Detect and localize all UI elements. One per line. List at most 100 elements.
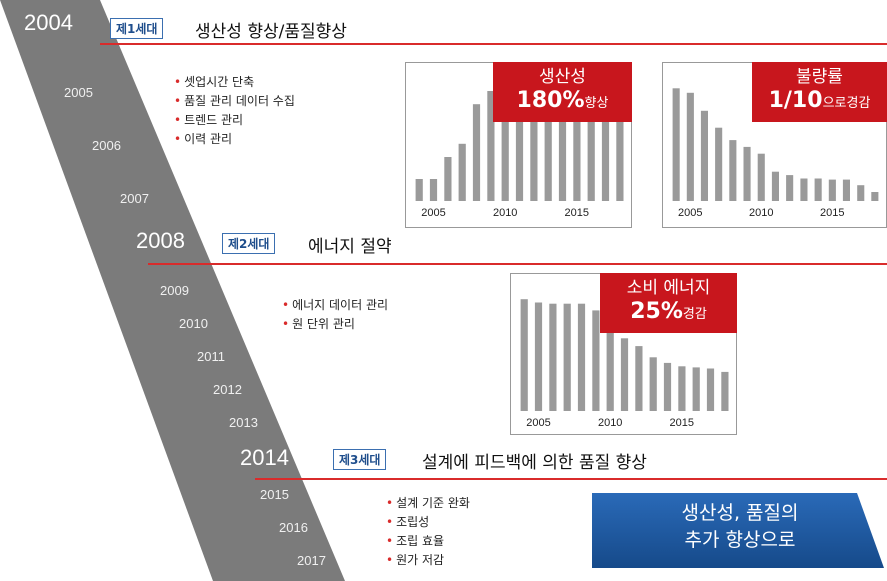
- gen3-badge: 제3세대: [333, 449, 387, 470]
- bar-2009: [743, 146, 751, 201]
- bar-2014: [663, 362, 672, 411]
- year-2007: 2007: [120, 191, 149, 206]
- year-2009: 2009: [160, 283, 189, 298]
- year-2015: 2015: [260, 487, 289, 502]
- bar-2012: [786, 175, 794, 201]
- result-banner: [592, 493, 884, 568]
- x-tick-label: 2005: [678, 207, 702, 219]
- bar-2006: [700, 110, 708, 201]
- bar-2013: [649, 357, 657, 411]
- list-item: 조립 효율: [386, 532, 470, 551]
- bar-2008: [729, 140, 737, 201]
- gen1-divider: [100, 43, 887, 45]
- bar-2006: [444, 157, 452, 201]
- bar-2005: [534, 302, 543, 411]
- bar-2014: [558, 91, 567, 201]
- gen3-divider: [255, 478, 887, 480]
- defect-rate-chart-plot: 2005 2010 2015: [672, 88, 879, 219]
- defect-callout-label: 불량률: [796, 67, 843, 87]
- bar-2016: [587, 91, 595, 201]
- productivity-callout-label: 생산성: [539, 67, 586, 87]
- bar-2008: [472, 104, 481, 201]
- bar-2010: [606, 321, 614, 411]
- bar-2011: [771, 171, 779, 201]
- productivity-callout-value: 180%: [516, 88, 585, 113]
- bar-2018: [721, 371, 729, 411]
- list-item: 원가 저감: [386, 551, 470, 570]
- bar-2009: [487, 91, 495, 201]
- result-banner-text: 생산성, 품질의 추가 향상으로: [620, 500, 860, 554]
- bar-2017: [601, 91, 610, 201]
- bar-2005: [429, 179, 438, 201]
- energy-chart-plot: 2005 2010 2015: [520, 299, 729, 429]
- list-item: 설계 기준 완화: [386, 494, 470, 513]
- gen2-title: 에너지 절약: [308, 237, 392, 257]
- list-item: 원 단위 관리: [282, 315, 388, 334]
- bar-2010: [501, 91, 509, 201]
- gen1-badge: 제1세대: [110, 18, 164, 39]
- productivity-callout: 생산성 180%향상: [493, 62, 632, 122]
- defect-callout-suffix: 으로경감: [822, 96, 871, 111]
- bar-2006: [549, 303, 557, 411]
- list-item: 트렌드 관리: [174, 111, 295, 130]
- bar-2015: [678, 366, 686, 411]
- energy-callout-suffix: 경감: [682, 307, 707, 322]
- bar-2018: [616, 91, 624, 201]
- bar-2012: [530, 91, 538, 201]
- year-2012: 2012: [213, 382, 242, 397]
- gen3-bullets: 설계 기준 완화 조립성 조립 효율 원가 저감: [386, 494, 470, 570]
- list-item: 셋업시간 단축: [174, 73, 295, 92]
- year-2008: 2008: [136, 228, 185, 253]
- year-2016: 2016: [279, 520, 308, 535]
- bar-2014: [814, 178, 822, 201]
- gen2-bullets: 에너지 데이터 관리 원 단위 관리: [282, 296, 388, 334]
- list-item: 에너지 데이터 관리: [282, 296, 388, 315]
- gen2-badge: 제2세대: [222, 233, 276, 254]
- bar-2004: [672, 88, 680, 201]
- energy-callout-value: 25%: [630, 299, 683, 324]
- bar-2007: [563, 303, 571, 411]
- bar-2017: [857, 185, 865, 201]
- year-2006: 2006: [92, 138, 121, 153]
- bar-2004: [520, 299, 528, 411]
- result-banner-line1: 생산성, 품질의: [681, 502, 799, 524]
- x-tick-label: 2015: [565, 207, 589, 219]
- gen1-title: 생산성 향상/품질향상: [195, 22, 347, 42]
- bar-2004: [415, 179, 423, 201]
- energy-callout-label: 소비 에너지: [626, 278, 711, 298]
- x-tick-label: 2005: [421, 207, 445, 219]
- gen3-title: 설계에 피드백에 의한 품질 향상: [422, 453, 647, 473]
- bar-2007: [715, 127, 723, 201]
- year-2010: 2010: [179, 316, 208, 331]
- bar-2016: [692, 367, 700, 411]
- bar-2010: [757, 153, 765, 201]
- gen1-bullets: 셋업시간 단축 품질 관리 데이터 수집 트렌드 관리 이력 관리: [174, 73, 295, 149]
- bar-2015: [573, 91, 581, 201]
- x-tick-label: 2015: [670, 417, 694, 429]
- productivity-callout-suffix: 향상: [584, 96, 609, 111]
- x-tick-label: 2015: [820, 207, 844, 219]
- bar-2016: [842, 179, 850, 201]
- bar-2015: [828, 179, 836, 201]
- bar-2009: [592, 310, 600, 411]
- bar-2017: [706, 368, 715, 411]
- bar-2018: [871, 192, 879, 201]
- defect-callout: 불량률 1/10으로경감: [752, 62, 887, 122]
- x-tick-label: 2005: [526, 417, 550, 429]
- energy-callout: 소비 에너지 25%경감: [600, 273, 737, 333]
- year-2011: 2011: [197, 349, 225, 364]
- bar-2005: [686, 92, 694, 201]
- result-banner-line2: 추가 향상으로: [684, 529, 796, 551]
- defect-callout-value: 1/10: [768, 88, 823, 113]
- bar-2013: [800, 178, 808, 201]
- bar-2007: [458, 143, 466, 201]
- year-2014: 2014: [240, 445, 289, 470]
- year-2013: 2013: [229, 415, 258, 430]
- bar-2011: [515, 91, 524, 201]
- bar-2012: [635, 346, 643, 411]
- year-2017: 2017: [297, 553, 326, 568]
- list-item: 품질 관리 데이터 수집: [174, 92, 295, 111]
- year-2005: 2005: [64, 85, 93, 100]
- gen2-divider: [148, 263, 887, 265]
